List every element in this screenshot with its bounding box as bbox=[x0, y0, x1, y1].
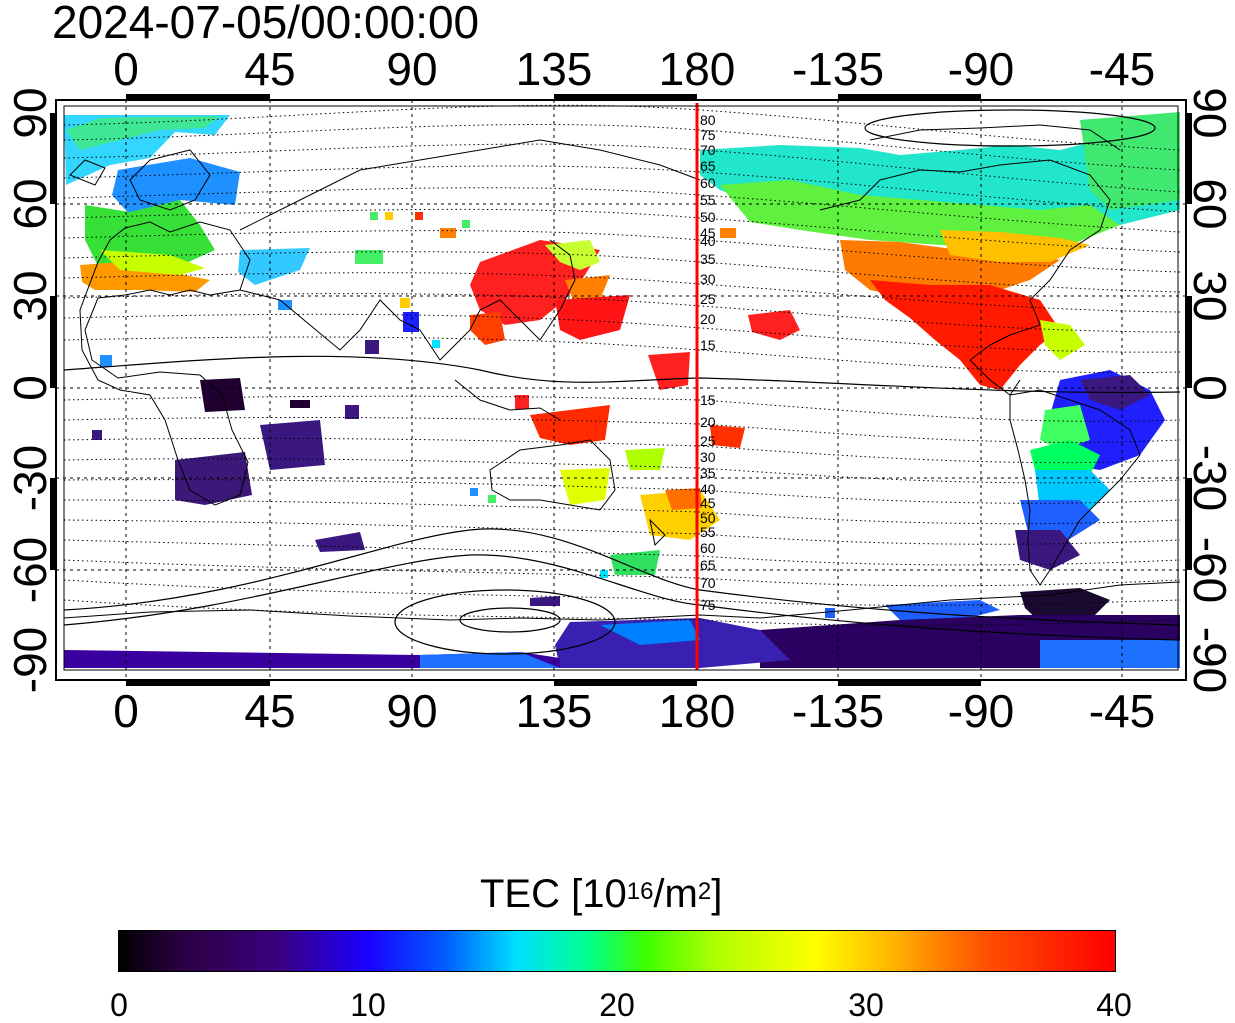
tec-data-layer bbox=[64, 112, 1180, 668]
top-x-tick-label: 90 bbox=[386, 43, 438, 95]
mag-lat-label: 35 bbox=[700, 251, 716, 267]
mag-lat-label: 30 bbox=[700, 271, 716, 287]
mag-lat-label: 65 bbox=[700, 557, 716, 573]
colorbar-tick-label: 30 bbox=[848, 987, 884, 1023]
mag-lat-label: 75 bbox=[700, 127, 716, 143]
top-x-tick-label: 180 bbox=[658, 43, 736, 95]
magnetic-latitude-contours bbox=[63, 104, 1181, 626]
tec-world-map: 80 75 70 65 60 55 50 45 40 35 30 25 20 1… bbox=[50, 94, 1192, 686]
top-x-tick-label: 135 bbox=[515, 43, 593, 95]
mag-lat-label: 75 bbox=[700, 597, 716, 613]
map-inner-frame bbox=[63, 105, 1179, 671]
bottom-x-tick-label: 135 bbox=[515, 685, 593, 737]
bottom-x-tick-label: -45 bbox=[1088, 685, 1156, 737]
meridian-labels: 80 75 70 65 60 55 50 45 40 35 30 25 20 1… bbox=[700, 112, 716, 613]
mag-lat-label: 70 bbox=[700, 142, 716, 158]
mag-lat-label: 55 bbox=[700, 192, 716, 208]
map-title: 2024-07-05/00:00:00 bbox=[52, 0, 480, 48]
colorbar-tick-label: 40 bbox=[1096, 987, 1132, 1023]
mag-lat-label: 20 bbox=[700, 311, 716, 327]
top-x-tick-label: -135 bbox=[791, 43, 885, 95]
mag-lat-label: 45 bbox=[700, 225, 716, 241]
mag-lat-label: 65 bbox=[700, 158, 716, 174]
mag-lat-label: 45 bbox=[700, 495, 716, 511]
mag-lat-label: 25 bbox=[700, 433, 716, 449]
colorbar-title-prefix: TEC [10 bbox=[480, 872, 627, 916]
top-x-tick-label: 45 bbox=[244, 43, 296, 95]
mag-lat-label: 35 bbox=[700, 465, 716, 481]
axis-tick-bars bbox=[50, 94, 1192, 686]
colorbar-title-unit: /m bbox=[653, 872, 698, 916]
top-x-tick-label: -90 bbox=[947, 43, 1015, 95]
mag-lat-label: 15 bbox=[700, 337, 716, 353]
mag-lat-label: 50 bbox=[700, 209, 716, 225]
colorbar-tick-label: 0 bbox=[110, 987, 128, 1023]
top-x-tick-label: 0 bbox=[113, 43, 139, 95]
mag-lat-label: 25 bbox=[700, 291, 716, 307]
coastlines bbox=[63, 124, 1181, 621]
colorbar-title-exponent: 16 bbox=[626, 878, 654, 905]
colorbar-title-exponent-2: 2 bbox=[697, 878, 712, 905]
colorbar-title: TEC [1016/m2] bbox=[480, 872, 722, 916]
mag-lat-label: 80 bbox=[700, 112, 716, 128]
mag-lat-label: 70 bbox=[700, 575, 716, 591]
mag-lat-label: 50 bbox=[700, 510, 716, 526]
bottom-x-tick-label: 180 bbox=[658, 685, 736, 737]
mag-lat-label: 15 bbox=[700, 392, 716, 408]
mag-lat-label: 60 bbox=[700, 540, 716, 556]
mag-lat-label: 30 bbox=[700, 449, 716, 465]
bottom-x-tick-label: -135 bbox=[791, 685, 885, 737]
bottom-x-tick-label: 0 bbox=[113, 685, 139, 737]
mag-lat-label: 40 bbox=[700, 233, 716, 249]
top-x-tick-label: -45 bbox=[1088, 43, 1156, 95]
colorbar-tick-label: 20 bbox=[599, 987, 635, 1023]
mag-lat-label: 60 bbox=[700, 175, 716, 191]
colorbar-title-suffix: ] bbox=[711, 872, 723, 916]
mag-lat-label: 20 bbox=[700, 414, 716, 430]
magnetic-contours-solid bbox=[63, 109, 1181, 655]
tec-colorbar bbox=[118, 930, 1116, 972]
bottom-x-tick-label: 45 bbox=[244, 685, 296, 737]
mag-lat-label: 40 bbox=[700, 481, 716, 497]
bottom-x-tick-label: 90 bbox=[386, 685, 438, 737]
bottom-x-tick-label: -90 bbox=[947, 685, 1015, 737]
mag-lat-label: 55 bbox=[700, 524, 716, 540]
colorbar-tick-label: 10 bbox=[350, 987, 386, 1023]
graticule bbox=[56, 100, 1186, 680]
